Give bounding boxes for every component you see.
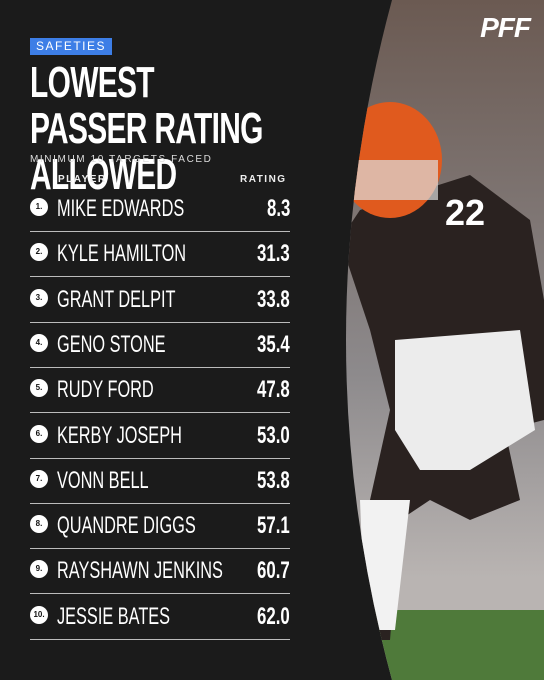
table-row: 1. MIKE EDWARDS 8.3	[30, 186, 290, 232]
rating: 60.7	[257, 557, 290, 585]
subtitle: MINIMUM 10 TARGETS FACED	[30, 154, 213, 165]
column-header: RATING	[240, 174, 287, 185]
player-name: MIKE EDWARDS	[57, 195, 185, 222]
player-name: GRANT DELPIT	[57, 285, 176, 313]
jersey-number: 22	[445, 192, 485, 233]
player-name: RAYSHAWN JENKINS	[57, 557, 223, 585]
player-name: QUANDRE DIGGS	[57, 512, 196, 540]
rank: 1.	[30, 198, 48, 216]
rating: 31.3	[257, 240, 290, 268]
rank: 7.	[30, 469, 48, 488]
rank: 9.	[30, 560, 48, 579]
table-row: 9. RAYSHAWN JENKINS 60.7	[30, 548, 290, 595]
rating: 33.8	[257, 285, 290, 313]
column-header: PLAYER	[58, 174, 107, 185]
position-tag: SAFETIES	[30, 38, 113, 55]
table-row: 5. RUDY FORD 47.8	[30, 367, 290, 414]
rating: 8.3	[266, 195, 290, 222]
player-name: KYLE HAMILTON	[57, 240, 187, 268]
rating: 53.8	[257, 466, 290, 494]
player-name: GENO STONE	[57, 330, 166, 358]
rating: 62.0	[257, 602, 290, 630]
rank: 6.	[30, 424, 48, 443]
logo: PFF	[480, 12, 531, 43]
player-name: VONN BELL	[57, 466, 149, 494]
table-row: 2. KYLE HAMILTON 31.3	[30, 231, 290, 278]
rank: 2.	[30, 243, 48, 262]
player-name: RUDY FORD	[57, 376, 154, 404]
rating: 35.4	[257, 330, 290, 358]
rank: 8.	[30, 515, 48, 534]
table-row: 4. GENO STONE 35.4	[30, 322, 290, 368]
table-row: 8. QUANDRE DIGGS 57.1	[30, 503, 290, 550]
rating: 47.8	[257, 376, 290, 404]
table-row: 7. VONN BELL 53.8	[30, 458, 290, 504]
rank: 4.	[30, 333, 48, 352]
rank: 5.	[30, 379, 48, 398]
title: LOWEST PASSER RATING ALLOWED	[30, 58, 263, 199]
table-row: 6. KERBY JOSEPH 53.0	[30, 413, 290, 459]
player-name: JESSIE BATES	[57, 602, 171, 630]
rank: 10.	[30, 605, 48, 624]
rating: 53.0	[257, 421, 290, 449]
rank: 3.	[30, 288, 48, 307]
table-row: 3. GRANT DELPIT 33.8	[30, 277, 290, 323]
player-name: KERBY JOSEPH	[57, 421, 182, 449]
table-row: 10. JESSIE BATES 62.0	[30, 594, 290, 640]
rating: 57.1	[257, 512, 290, 540]
